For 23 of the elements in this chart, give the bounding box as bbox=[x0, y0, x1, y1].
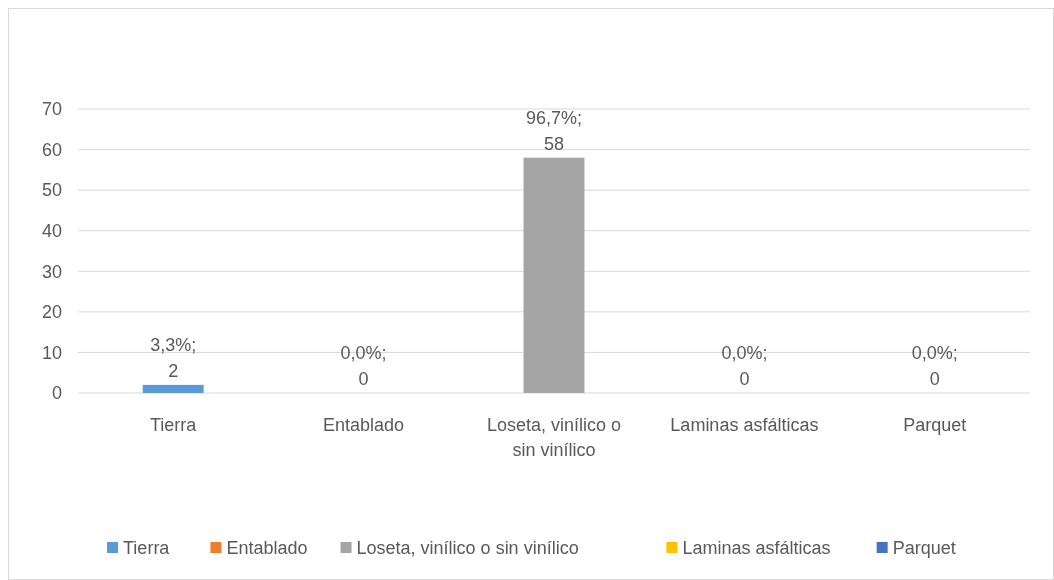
data-label: 0,0%; 0 bbox=[340, 343, 387, 389]
x-tick-label: Laminas asfálticas bbox=[670, 415, 819, 435]
legend-label: Parquet bbox=[892, 538, 956, 559]
x-tick-label: Parquet bbox=[903, 415, 967, 435]
y-tick-label: 30 bbox=[41, 261, 62, 282]
data-label: 3,3%; 2 bbox=[150, 334, 197, 381]
y-tick-label: 50 bbox=[41, 180, 62, 201]
y-tick-label: 0 bbox=[51, 383, 62, 404]
y-tick-label: 20 bbox=[41, 302, 62, 323]
y-tick-label: 60 bbox=[41, 139, 62, 160]
y-tick-label: 70 bbox=[41, 99, 62, 120]
x-tick-label: Entablado bbox=[323, 415, 405, 435]
x-tick-label: Tierra bbox=[150, 415, 198, 435]
legend-label: Entablado bbox=[226, 538, 308, 559]
data-label: 0,0%; 0 bbox=[721, 343, 768, 389]
x-tick-label: Loseta, vinílico o sin vinílico bbox=[486, 415, 622, 460]
y-tick-label: 40 bbox=[41, 221, 62, 242]
legend-label: Tierra bbox=[123, 538, 171, 559]
y-tick-label: 10 bbox=[41, 342, 62, 363]
legend-label: Laminas asfálticas bbox=[682, 538, 831, 559]
data-label: 96,7%; 58 bbox=[525, 107, 583, 154]
data-label: 0,0%; 0 bbox=[911, 343, 958, 389]
legend-label: Loseta, vinílico o sin vinílico bbox=[356, 538, 579, 559]
